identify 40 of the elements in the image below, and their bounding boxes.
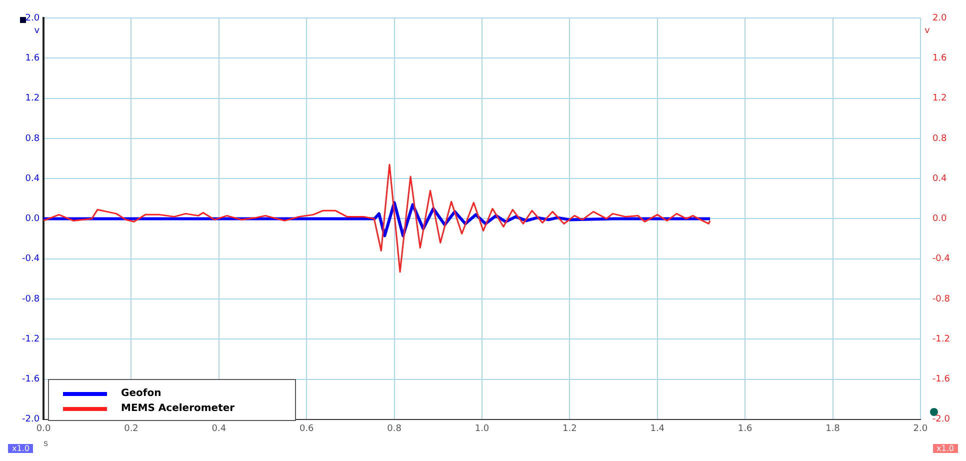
x-tick-label: 1.8 xyxy=(826,424,840,434)
text: x1.0 xyxy=(8,444,34,453)
y-tick-label: 1.6 xyxy=(25,53,40,64)
x-tick-label: 2.0 xyxy=(913,424,928,434)
y-tick-label: 2.0 xyxy=(25,13,40,24)
y-tick-label: -0.8 xyxy=(22,294,40,304)
y-tick-label: 0.0 xyxy=(25,214,40,224)
y2-tick-label: 0.0 xyxy=(932,214,948,224)
y2-tick-label: -1.6 xyxy=(932,374,950,385)
legend-label: MEMS Acelerometer xyxy=(121,403,235,414)
y2-tick-label: 0.8 xyxy=(932,134,948,144)
y-tick-label: -0.4 xyxy=(22,254,40,264)
legend-label: Geofon xyxy=(121,388,162,399)
y-tick-label: -2.0 xyxy=(22,414,40,425)
y2-tick-label: 0.4 xyxy=(932,174,948,184)
y2-tick-label: 2.0 xyxy=(932,13,948,24)
y2-tick-label: -0.4 xyxy=(932,254,950,264)
y-tick-label: 0.8 xyxy=(25,134,40,144)
y-axis-title: v xyxy=(34,26,40,36)
y2-tick-label: 1.2 xyxy=(932,94,947,104)
x-tick-label: 1.6 xyxy=(738,424,752,434)
x-tick-label: 0.4 xyxy=(212,424,226,434)
y2-axis-title: v xyxy=(924,26,930,36)
x-tick-label: 0.2 xyxy=(124,424,138,434)
y2-tick-label: -0.8 xyxy=(932,294,950,304)
y-tick-label: 1.2 xyxy=(25,94,40,104)
x-axis-title: s xyxy=(44,438,49,448)
x-tick-label: 0.8 xyxy=(387,424,402,434)
x-tick-label: 0.6 xyxy=(299,424,314,434)
y-tick-label: 0.4 xyxy=(25,174,40,184)
y-tick-label: -1.2 xyxy=(22,334,40,344)
x-tick-label: 1.4 xyxy=(650,424,665,434)
x-tick-label: 1.2 xyxy=(562,424,577,434)
y-tick-label: -1.6 xyxy=(22,374,40,385)
y2-tick-label: -1.2 xyxy=(932,334,950,344)
y2-tick-label: 1.6 xyxy=(932,53,948,64)
x-tick-label: 1.0 xyxy=(474,424,490,434)
x-tick-label: 0.0 xyxy=(36,424,51,434)
y2-tick-label: -2.0 xyxy=(932,414,950,425)
text: x1.0 xyxy=(932,444,958,453)
